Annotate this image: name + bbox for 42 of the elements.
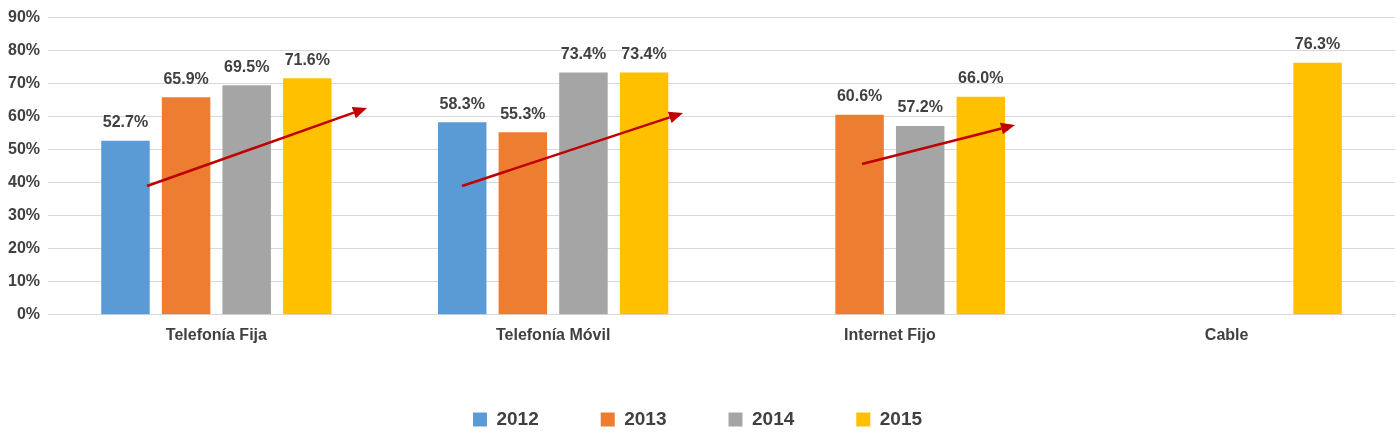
legend-label: 2015 — [879, 407, 923, 429]
data-label: 73.4% — [560, 44, 607, 62]
bar — [283, 78, 332, 315]
bar — [498, 132, 548, 315]
data-label: 58.3% — [439, 94, 485, 112]
y-tick-label: 10% — [7, 272, 41, 290]
legend-label: 2012 — [496, 407, 539, 429]
x-tick-label: Cable — [1204, 325, 1249, 343]
data-label: 57.2% — [897, 98, 943, 116]
bar — [559, 72, 608, 315]
bar — [956, 96, 1006, 315]
data-label: 76.3% — [1294, 35, 1341, 53]
y-tick-label: 20% — [7, 239, 41, 257]
bar — [161, 97, 211, 315]
y-tick-label: 30% — [7, 206, 41, 224]
y-tick-label: 70% — [7, 74, 41, 92]
bar — [895, 125, 945, 315]
y-tick-label: 40% — [7, 173, 41, 191]
bar — [437, 122, 487, 315]
x-tick-label: Telefonía Fija — [165, 325, 268, 343]
y-tick-label: 90% — [7, 8, 41, 26]
data-label: 55.3% — [500, 104, 546, 122]
bar — [835, 114, 884, 315]
x-tick-label: Internet Fijo — [844, 325, 936, 343]
bar — [619, 72, 669, 315]
x-tick-label: Telefonía Móvil — [495, 325, 611, 343]
y-tick-label: 0% — [16, 305, 41, 323]
legend-label: 2013 — [624, 407, 667, 429]
bar — [222, 85, 271, 315]
data-label: 69.5% — [224, 57, 270, 75]
legend-label: 2014 — [752, 407, 795, 429]
y-tick-label: 60% — [7, 107, 41, 125]
bar — [1293, 62, 1342, 315]
data-label: 60.6% — [836, 87, 883, 105]
data-label: 73.4% — [621, 44, 667, 62]
y-tick-label: 50% — [7, 140, 41, 158]
bar — [101, 140, 150, 315]
data-label: 71.6% — [284, 50, 330, 68]
y-tick-label: 80% — [7, 41, 41, 59]
data-label: 52.7% — [102, 113, 149, 131]
data-label: 66.0% — [958, 69, 1004, 87]
data-label: 65.9% — [163, 69, 209, 87]
